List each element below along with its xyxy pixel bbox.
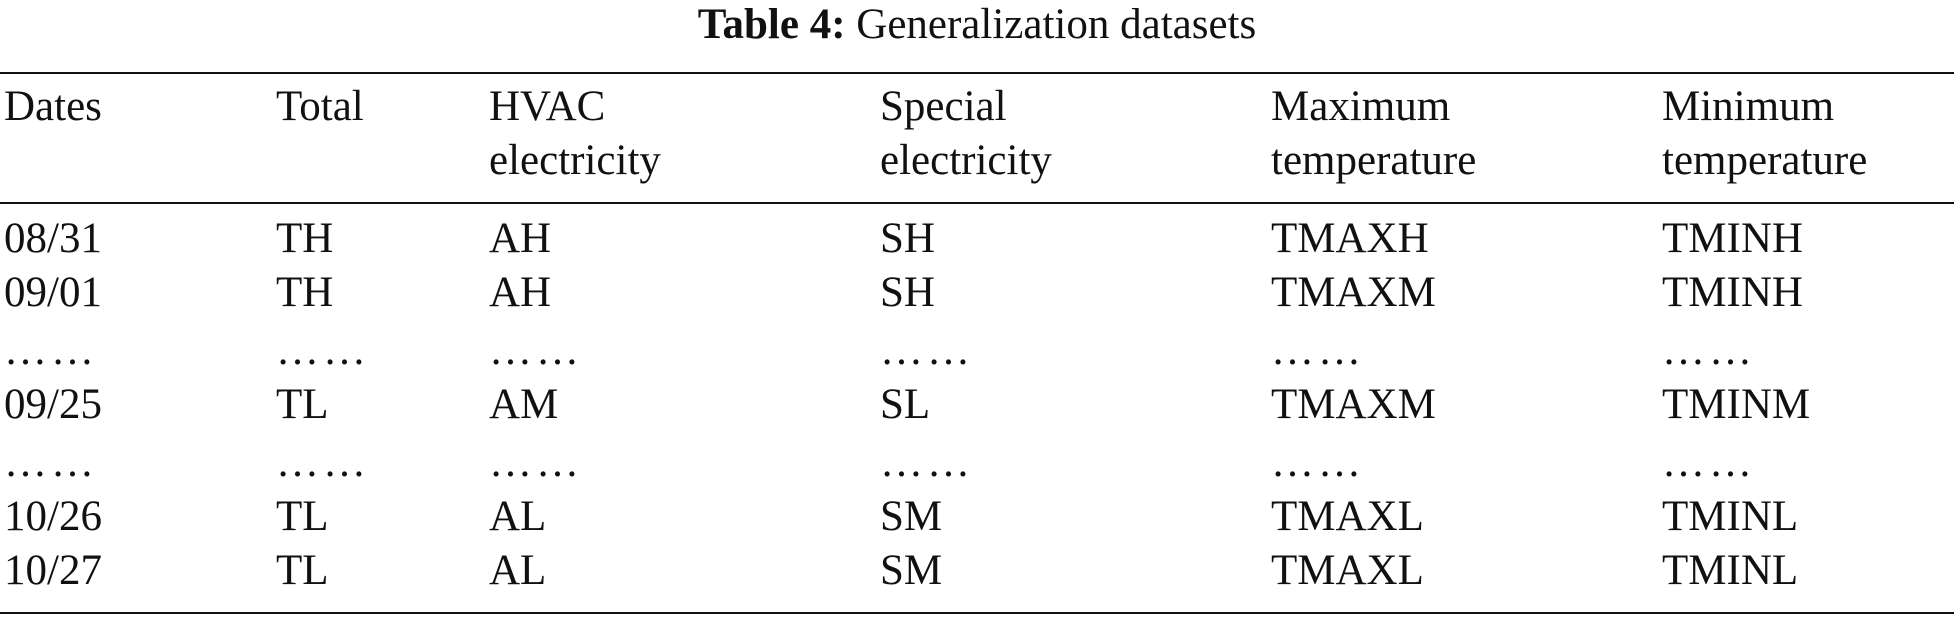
table-caption-text: Generalization datasets	[856, 1, 1257, 48]
table-cell-min-temp: TMINM	[1662, 381, 1811, 428]
table-cell-max-temp: TMAXH	[1271, 215, 1429, 262]
table-cell-ellipsis: ……	[276, 327, 370, 374]
table-cell-ellipsis: ……	[1271, 439, 1365, 486]
table-cell-special: SM	[880, 493, 943, 540]
table-cell-ellipsis: ……	[1662, 439, 1756, 486]
table-cell-ellipsis: ……	[489, 439, 583, 486]
column-header-minimum-temperature: Minimum temperature	[1658, 74, 1954, 202]
table-cell-hvac: AM	[489, 381, 559, 428]
table-cell-min-temp: TMINH	[1662, 269, 1803, 316]
table-cell-ellipsis: ……	[4, 439, 98, 486]
table-body: 08/31 TH AH SH TMAXH TMINH 09/01 TH AH S…	[0, 204, 1954, 612]
table-cell-max-temp: TMAXL	[1271, 547, 1424, 594]
column-header-line: HVAC	[489, 83, 606, 130]
column-header-maximum-temperature: Maximum temperature	[1267, 74, 1658, 202]
table-cell-max-temp: TMAXM	[1271, 269, 1436, 316]
column-header-line: Minimum	[1662, 83, 1835, 130]
table-row: 09/25 TL AM SL TMAXM TMINM	[0, 378, 1954, 432]
column-header-total: Total	[272, 74, 485, 202]
table-row: 09/01 TH AH SH TMAXM TMINH	[0, 266, 1954, 320]
table-row-ellipsis: …… …… …… …… …… ……	[0, 432, 1954, 490]
column-header-line: electricity	[489, 137, 661, 184]
data-table: Dates Total HVAC electricity Special ele…	[0, 74, 1954, 202]
table-cell-total: TL	[276, 547, 329, 594]
table-cell-ellipsis: ……	[1271, 327, 1365, 374]
table-cell-max-temp: TMAXM	[1271, 381, 1436, 428]
table-cell-ellipsis: ……	[489, 327, 583, 374]
table-cell-ellipsis: ……	[880, 327, 974, 374]
table-cell-special: SH	[880, 215, 935, 262]
table-cell-date: 10/27	[4, 547, 102, 594]
table-cell-date: 10/26	[4, 493, 102, 540]
table-cell-ellipsis: ……	[1662, 327, 1756, 374]
table-cell-total: TH	[276, 269, 334, 316]
table-row: 08/31 TH AH SH TMAXH TMINH	[0, 204, 1954, 266]
table-row-ellipsis: …… …… …… …… …… ……	[0, 320, 1954, 378]
column-header-line: Maximum	[1271, 83, 1451, 130]
table-cell-max-temp: TMAXL	[1271, 493, 1424, 540]
table-cell-date: 09/25	[4, 381, 102, 428]
table-cell-ellipsis: ……	[276, 439, 370, 486]
table-cell-date: 09/01	[4, 269, 102, 316]
column-header-line: Dates	[4, 83, 102, 130]
column-header-line: Special	[880, 83, 1007, 130]
table-cell-total: TH	[276, 215, 334, 262]
table-bottom-rule	[0, 612, 1954, 614]
table-cell-hvac: AH	[489, 215, 552, 262]
table-cell-total: TL	[276, 381, 329, 428]
table-mid-rule	[0, 202, 1954, 204]
table-cell-hvac: AL	[489, 493, 547, 540]
table-cell-special: SH	[880, 269, 935, 316]
data-table-container: Dates Total HVAC electricity Special ele…	[0, 72, 1954, 614]
table-cell-min-temp: TMINH	[1662, 215, 1803, 262]
table-cell-special: SM	[880, 547, 943, 594]
table-top-rule	[0, 72, 1954, 74]
table-cell-ellipsis: ……	[880, 439, 974, 486]
table-cell-ellipsis: ……	[4, 327, 98, 374]
table-cell-hvac: AL	[489, 547, 547, 594]
table-cell-special: SL	[880, 381, 931, 428]
table-cell-date: 08/31	[4, 215, 102, 262]
table-row: 10/27 TL AL SM TMAXL TMINL	[0, 544, 1954, 612]
column-header-line: temperature	[1271, 137, 1477, 184]
column-header-dates: Dates	[0, 74, 272, 202]
table-caption-label: Table 4:	[697, 1, 846, 48]
table-caption: Table 4: Generalization datasets	[0, 0, 1954, 50]
table-header: Dates Total HVAC electricity Special ele…	[0, 74, 1954, 202]
column-header-line: temperature	[1662, 137, 1868, 184]
column-header-line: electricity	[880, 137, 1052, 184]
table-cell-min-temp: TMINL	[1662, 547, 1799, 594]
table-cell-min-temp: TMINL	[1662, 493, 1799, 540]
column-header-line: Total	[276, 83, 364, 130]
column-header-special-electricity: Special electricity	[876, 74, 1267, 202]
header-row: Dates Total HVAC electricity Special ele…	[0, 74, 1954, 202]
table-row: 10/26 TL AL SM TMAXL TMINL	[0, 490, 1954, 544]
table-cell-total: TL	[276, 493, 329, 540]
column-header-hvac-electricity: HVAC electricity	[485, 74, 876, 202]
data-table-body: 08/31 TH AH SH TMAXH TMINH 09/01 TH AH S…	[0, 204, 1954, 612]
table-cell-hvac: AH	[489, 269, 552, 316]
